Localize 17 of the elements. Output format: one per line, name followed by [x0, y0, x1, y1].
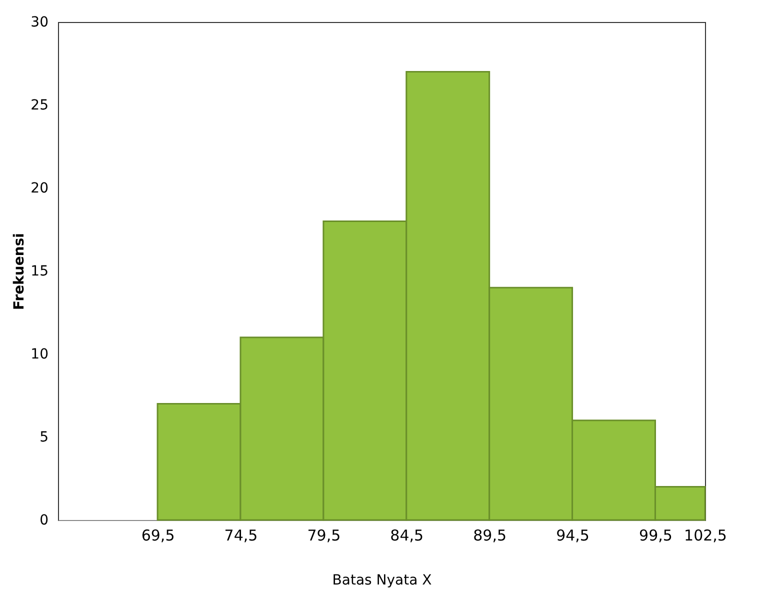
y-tick-label: 15 [30, 264, 48, 280]
x-tick-label: 74,5 [224, 526, 258, 544]
y-tick-label: 5 [40, 430, 48, 446]
x-tick-label: 79,5 [307, 526, 341, 544]
x-tick-label: 102,5 [684, 526, 727, 544]
x-tick-label: 84,5 [390, 526, 424, 544]
x-tick-label: 99,5 [639, 526, 672, 544]
y-tick-label: 20 [30, 180, 48, 196]
x-tick-label: 94,5 [556, 526, 590, 544]
x-tick-label: 69,5 [141, 526, 175, 544]
y-tick-label: 25 [30, 98, 48, 114]
y-tick-label: 0 [40, 512, 48, 528]
y-axis-title: Frekuensi [12, 233, 28, 310]
y-tick-label: 10 [30, 346, 48, 362]
x-axis-title: Batas Nyata X [332, 572, 432, 588]
y-tick-label: 30 [30, 14, 48, 30]
x-tick-label: 89,5 [473, 526, 507, 544]
